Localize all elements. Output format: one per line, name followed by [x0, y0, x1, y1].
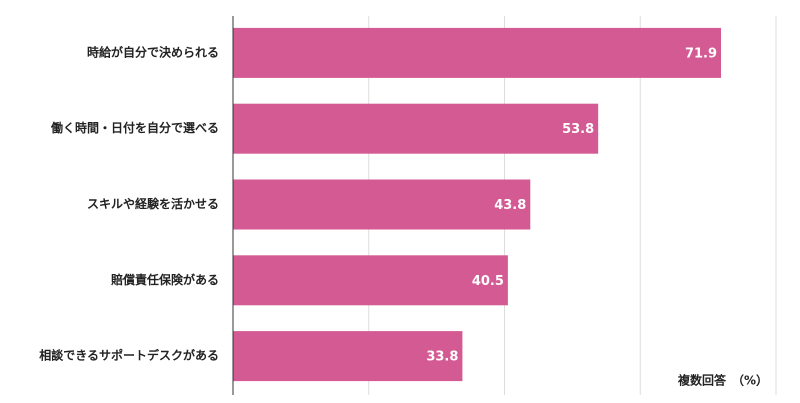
value-label: 53.8 — [562, 122, 594, 137]
bar — [233, 103, 599, 154]
y-tick-label: 相談できるサポートデスクがある — [39, 348, 219, 363]
bar — [233, 27, 722, 78]
annotation: 複数回答 （%） — [677, 373, 768, 388]
value-label: 33.8 — [426, 350, 458, 365]
y-tick-label: 賠償責任保険がある — [111, 272, 219, 287]
bar — [233, 255, 508, 306]
bar — [233, 331, 463, 382]
bar — [233, 179, 531, 230]
value-label: 40.5 — [472, 274, 504, 289]
value-label: 71.9 — [685, 46, 717, 61]
y-tick-label: 時給が自分で決められる — [87, 44, 219, 59]
y-tick-label: 働く時間・日付を自分で選べる — [50, 120, 219, 135]
y-tick-label: スキルや経験を活かせる — [87, 196, 219, 211]
value-label: 43.8 — [494, 198, 526, 213]
